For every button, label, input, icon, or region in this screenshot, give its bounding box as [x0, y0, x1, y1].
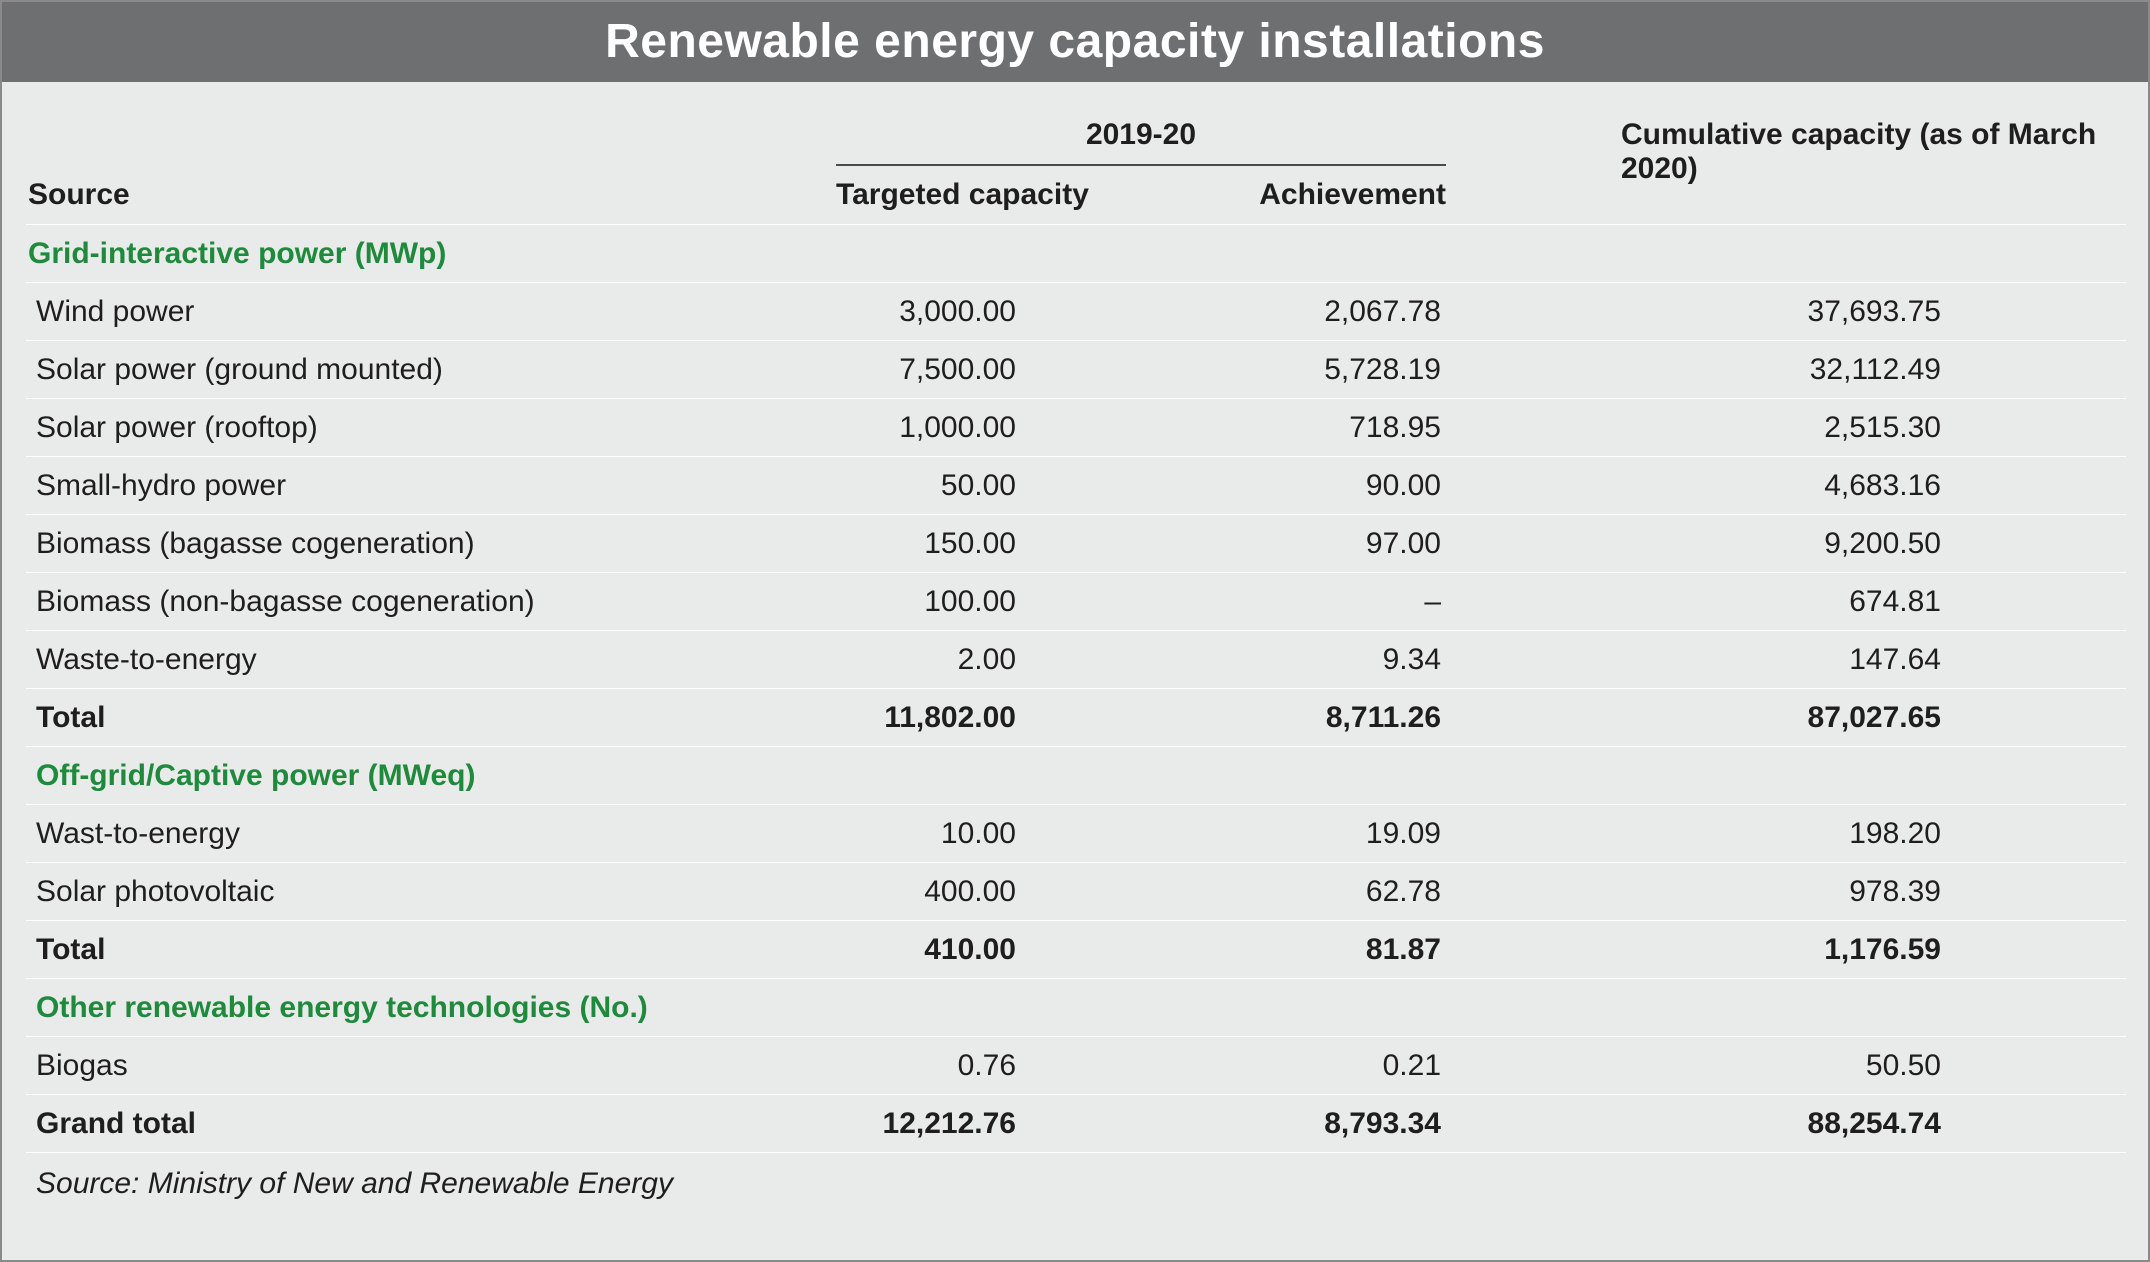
row-label: Other renewable energy technologies (No.… — [36, 991, 648, 1024]
row-label: Wind power — [36, 295, 195, 328]
achievement-cell: – — [1424, 585, 1441, 618]
cumulative-cell: 4,683.16 — [1824, 469, 1941, 502]
row-label: Wast-to-energy — [36, 817, 240, 850]
cumulative-header: Cumulative capacity (as of March 2020) — [1621, 118, 2097, 185]
row-label: Grand total — [36, 1107, 197, 1140]
achievement-cell: 8,793.34 — [1324, 1107, 1441, 1140]
achievement-cell: 8,711.26 — [1325, 701, 1441, 734]
row-label: Solar power (ground mounted) — [36, 353, 443, 386]
targeted-cell: 410.00 — [924, 933, 1016, 966]
targeted-cell: 400.00 — [924, 875, 1016, 908]
table-body: Grid-interactive power (MWp) Wind power 3,… — [26, 225, 2126, 1153]
targeted-cell: 12,212.76 — [882, 1107, 1016, 1140]
targeted-cell: 3,000.00 — [899, 295, 1016, 328]
achievement-cell: 718.95 — [1349, 411, 1441, 444]
row-label: Biogas — [36, 1049, 128, 1082]
targeted-cell: 0.76 — [957, 1049, 1016, 1082]
achievement-cell: 2,067.78 — [1324, 295, 1441, 328]
table-header: 2019-20 Cumulative capacity (as of March… — [26, 82, 2126, 225]
table-row: Biomass (non-bagasse cogeneration) 100.00… — [26, 573, 2126, 631]
cumulative-cell: 674.81 — [1849, 585, 1941, 618]
cumulative-cell: 9,200.50 — [1824, 527, 1941, 560]
targeted-cell: 7,500.00 — [899, 353, 1016, 386]
row-label: Off-grid/Captive power (MWeq) — [36, 759, 476, 792]
row-label: Total — [36, 933, 106, 966]
table-title: Renewable energy capacity installations — [2, 2, 2148, 82]
capacity-table: 2019-20 Cumulative capacity (as of March… — [26, 82, 2126, 1201]
row-label: Biomass (non-bagasse cogeneration) — [36, 585, 535, 618]
achievement-cell: 5,728.19 — [1324, 353, 1441, 386]
achievement-cell: 97.00 — [1365, 527, 1441, 560]
row-label: Biomass (bagasse cogeneration) — [36, 527, 475, 560]
table-row: Solar power (ground mounted) 7,500.00 5,72… — [26, 341, 2126, 399]
targeted-cell: 100.00 — [924, 585, 1016, 618]
achievement-cell: 90.00 — [1365, 469, 1441, 502]
cumulative-cell: 50.50 — [1865, 1049, 1941, 1082]
table-row: Solar power (rooftop) 1,000.00 718.95 2,515… — [26, 399, 2126, 457]
targeted-cell: 50.00 — [940, 469, 1016, 502]
targeted-cell: 11,802.00 — [884, 701, 1016, 734]
table-section-row: Off-grid/Captive power (MWeq) — [26, 747, 2126, 805]
cumulative-cell: 32,112.49 — [1809, 353, 1941, 386]
targeted-cell: 150.00 — [924, 527, 1016, 560]
table-row: Wast-to-energy 10.00 19.09 198.20 — [26, 805, 2126, 863]
cumulative-cell: 1,176.59 — [1824, 933, 1941, 966]
achievement-cell: 81.87 — [1365, 933, 1441, 966]
targeted-cell: 10.00 — [940, 817, 1016, 850]
row-label: Solar photovoltaic — [36, 875, 275, 908]
targeted-cell: 1,000.00 — [899, 411, 1016, 444]
table-total-row: Total 410.00 81.87 1,176.59 — [26, 921, 2126, 979]
source-header: Source — [28, 178, 130, 211]
table-section-row: Other renewable energy technologies (No.… — [26, 979, 2126, 1037]
table-total-row: Grand total 12,212.76 8,793.34 88,254.74 — [26, 1095, 2126, 1153]
row-label: Grid-interactive power (MWp) — [28, 237, 447, 270]
cumulative-cell: 978.39 — [1849, 875, 1941, 908]
table-row: Wind power 3,000.00 2,067.78 37,693.75 — [26, 283, 2126, 341]
achievement-cell: 62.78 — [1365, 875, 1441, 908]
table-section-row: Grid-interactive power (MWp) — [26, 225, 2126, 283]
table-row: Biogas 0.76 0.21 50.50 — [26, 1037, 2126, 1095]
cumulative-cell: 37,693.75 — [1807, 295, 1941, 328]
cumulative-cell: 2,515.30 — [1824, 411, 1941, 444]
achievement-cell: 9.34 — [1382, 643, 1441, 676]
cumulative-cell: 88,254.74 — [1807, 1107, 1941, 1140]
row-label: Total — [36, 701, 106, 734]
table-row: Small-hydro power 50.00 90.00 4,683.16 — [26, 457, 2126, 515]
source-note: Source: Ministry of New and Renewable En… — [36, 1167, 673, 1200]
table-row: Biomass (bagasse cogeneration) 150.00 97.0… — [26, 515, 2126, 573]
achievement-cell: 0.21 — [1382, 1049, 1441, 1082]
year-group-rule — [836, 164, 1446, 166]
table-row: Waste-to-energy 2.00 9.34 147.64 — [26, 631, 2126, 689]
year-group-label: 2019-20 — [1085, 118, 1197, 151]
row-label: Solar power (rooftop) — [36, 411, 318, 444]
cumulative-cell: 198.20 — [1849, 817, 1941, 850]
targeted-header: Targeted capacity — [836, 178, 1089, 211]
cumulative-cell: 87,027.65 — [1807, 701, 1941, 734]
table-total-row: Total 11,802.00 8,711.26 87,027.65 — [26, 689, 2126, 747]
achievement-header: Achievement — [1259, 178, 1446, 211]
row-label: Waste-to-energy — [36, 643, 257, 676]
table-row: Solar photovoltaic 400.00 62.78 978.39 — [26, 863, 2126, 921]
targeted-cell: 2.00 — [957, 643, 1016, 676]
cumulative-cell: 147.64 — [1849, 643, 1941, 676]
row-label: Small-hydro power — [36, 469, 287, 502]
achievement-cell: 19.09 — [1365, 817, 1441, 850]
